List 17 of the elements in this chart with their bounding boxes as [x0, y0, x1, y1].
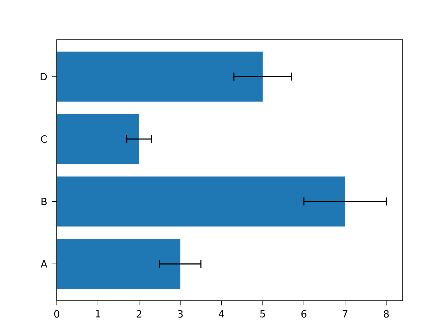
- bar: [57, 114, 140, 164]
- x-tick-label: 5: [260, 310, 266, 318]
- x-tick-label: 4: [219, 310, 224, 318]
- bar: [57, 52, 263, 102]
- y-tick-label: A: [40, 260, 48, 268]
- x-tick-label: 1: [96, 310, 100, 318]
- y-tick-label: B: [42, 198, 47, 206]
- bar: [57, 176, 346, 227]
- bar: [57, 239, 181, 290]
- x-tick-label: 8: [384, 310, 389, 318]
- y-tick-label: C: [41, 136, 48, 144]
- x-tick-label: 7: [342, 310, 348, 318]
- x-tick-label: 0: [54, 310, 60, 318]
- x-tick-label: 2: [136, 310, 142, 318]
- x-tick-label: 3: [178, 310, 183, 318]
- y-tick-label: D: [40, 73, 48, 80]
- x-tick-label: 6: [302, 310, 307, 318]
